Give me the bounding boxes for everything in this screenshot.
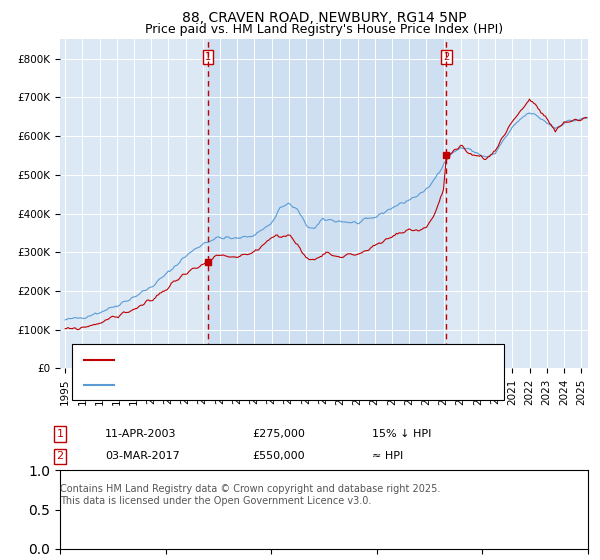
Text: 11-APR-2003: 11-APR-2003 xyxy=(105,429,176,439)
Text: £550,000: £550,000 xyxy=(252,451,305,461)
Text: ≈ HPI: ≈ HPI xyxy=(372,451,403,461)
Text: 88, CRAVEN ROAD, NEWBURY, RG14 5NP: 88, CRAVEN ROAD, NEWBURY, RG14 5NP xyxy=(182,11,466,25)
Text: Contains HM Land Registry data © Crown copyright and database right 2025.
This d: Contains HM Land Registry data © Crown c… xyxy=(60,484,440,506)
Text: Price paid vs. HM Land Registry's House Price Index (HPI): Price paid vs. HM Land Registry's House … xyxy=(145,24,503,36)
Text: 2: 2 xyxy=(443,53,449,62)
Bar xyxy=(208,39,446,368)
Text: HPI: Average price, detached house, West Berkshire: HPI: Average price, detached house, West… xyxy=(120,380,410,390)
Text: 03-MAR-2017: 03-MAR-2017 xyxy=(105,451,180,461)
Text: £275,000: £275,000 xyxy=(252,429,305,439)
Text: 1: 1 xyxy=(56,429,64,439)
Text: 15% ↓ HPI: 15% ↓ HPI xyxy=(372,429,431,439)
Text: 1: 1 xyxy=(205,53,211,62)
Text: 2: 2 xyxy=(56,451,64,461)
Text: 88, CRAVEN ROAD, NEWBURY, RG14 5NP (detached house): 88, CRAVEN ROAD, NEWBURY, RG14 5NP (deta… xyxy=(120,355,450,365)
